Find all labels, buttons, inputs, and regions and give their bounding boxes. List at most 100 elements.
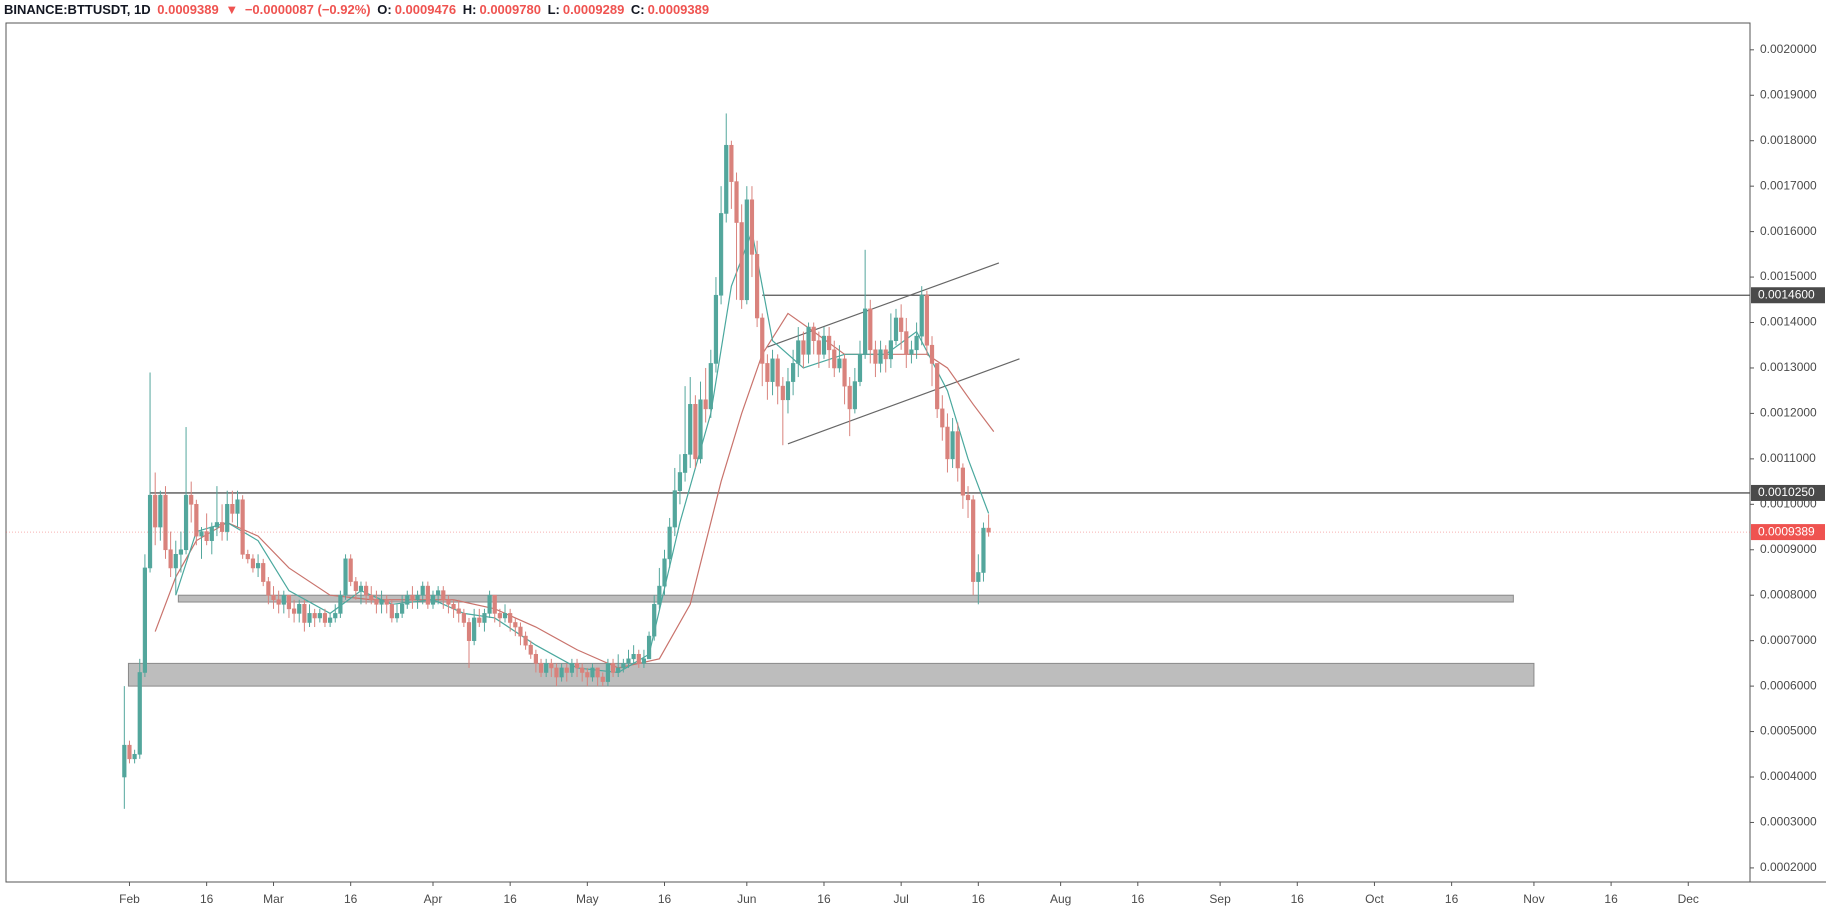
y-tick-label: 0.0011000 <box>1760 451 1816 465</box>
candle-body <box>286 594 292 610</box>
candle-body <box>621 663 626 669</box>
candle-body <box>600 676 605 682</box>
candle-body <box>312 613 317 619</box>
candle-body <box>528 644 533 655</box>
candle-body <box>626 658 631 664</box>
candle-body <box>178 549 184 555</box>
ohlc-label: O: <box>377 2 392 17</box>
candle-body <box>281 594 286 605</box>
candle-body <box>153 494 158 528</box>
zone <box>127 662 1535 687</box>
y-tick-label: 0.0016000 <box>1760 224 1817 238</box>
trendline <box>787 358 1020 445</box>
candle-body <box>863 308 868 355</box>
candle-body <box>837 358 842 369</box>
candle-body <box>194 504 199 537</box>
candle-body <box>873 349 878 364</box>
candle-body <box>631 653 636 660</box>
candle-body <box>986 527 991 533</box>
ohlc-label: C: <box>630 2 645 17</box>
candle-body <box>981 527 986 573</box>
candle-body <box>502 613 508 619</box>
candle-body <box>441 590 446 601</box>
candle-body <box>425 585 430 605</box>
candle-body <box>693 404 698 460</box>
candle-body <box>333 613 338 619</box>
candle-body <box>245 554 250 560</box>
x-tick-label: Oct <box>1365 892 1384 906</box>
y-tick-label: 0.0018000 <box>1760 133 1817 147</box>
candle-body <box>971 499 976 582</box>
candle-body <box>580 667 585 673</box>
ohlc-value: 0.0009289 <box>562 2 625 17</box>
candle-body <box>497 613 502 619</box>
candle-body <box>791 363 796 382</box>
candle-body <box>852 381 857 410</box>
x-tick-label: 16 <box>200 892 214 906</box>
symbol: BINANCE:BTTUSDT, 1D <box>4 2 151 17</box>
candle-body <box>307 613 312 623</box>
candle-body <box>400 604 405 614</box>
last-price-box <box>1751 524 1825 541</box>
y-tick-label: 0.0019000 <box>1760 87 1817 101</box>
x-tick-label: 16 <box>1604 892 1618 906</box>
y-tick-label: 0.0003000 <box>1760 815 1817 829</box>
candle-body <box>168 549 173 569</box>
candle-body <box>914 335 919 351</box>
candle-body <box>641 658 647 664</box>
x-tick-label: Aug <box>1050 892 1071 906</box>
candle-body <box>940 408 945 428</box>
candle-body <box>554 667 559 678</box>
x-tick-label: 16 <box>1131 892 1145 906</box>
x-tick-label: 16 <box>1445 892 1459 906</box>
candle-body <box>348 558 353 582</box>
ohlc-label: H: <box>462 2 477 17</box>
candle-body <box>806 326 811 355</box>
y-tick-label: 0.0017000 <box>1760 178 1817 192</box>
candle-body <box>338 594 343 614</box>
candle-body <box>214 522 220 528</box>
candle-body <box>590 667 595 678</box>
candle-body <box>379 599 384 605</box>
candle-body <box>559 667 564 678</box>
x-tick-label: 16 <box>972 892 986 906</box>
candle-body <box>688 404 693 455</box>
x-tick-label: 16 <box>1291 892 1305 906</box>
candle-body <box>147 494 153 569</box>
candle-body <box>508 613 513 623</box>
candle-body <box>410 594 415 601</box>
candle-body <box>667 526 672 560</box>
x-tick-label: Sep <box>1209 892 1231 906</box>
candle-body <box>420 585 425 596</box>
x-tick-label: Apr <box>424 892 443 906</box>
candle-body <box>734 181 739 223</box>
candle-body <box>261 563 266 582</box>
x-tick-label: 16 <box>817 892 831 906</box>
candle-body <box>513 622 518 628</box>
candle-body <box>682 454 688 473</box>
candle-body <box>827 335 832 351</box>
x-tick-label: May <box>576 892 599 906</box>
candle-body <box>811 326 816 341</box>
candle-body <box>909 349 914 355</box>
candle-body <box>770 358 775 382</box>
candle-body <box>868 308 873 351</box>
candle-body <box>549 663 554 669</box>
candle-body <box>364 585 369 596</box>
candle-body <box>266 581 271 596</box>
candle-body <box>672 490 677 528</box>
candle-body <box>477 617 482 623</box>
candle-body <box>430 594 436 605</box>
candle-body <box>960 467 965 496</box>
candle-body <box>729 144 734 182</box>
candle-body <box>250 558 256 569</box>
candle-body <box>523 635 528 646</box>
candle-body <box>240 499 245 555</box>
candle-body <box>394 613 400 619</box>
x-tick-label: Jun <box>737 892 756 906</box>
candle-body <box>760 317 765 364</box>
level-label: 0.0010250 <box>1758 485 1815 499</box>
candle-body <box>718 213 724 296</box>
candle-body <box>518 626 523 637</box>
candle-body <box>322 613 328 623</box>
